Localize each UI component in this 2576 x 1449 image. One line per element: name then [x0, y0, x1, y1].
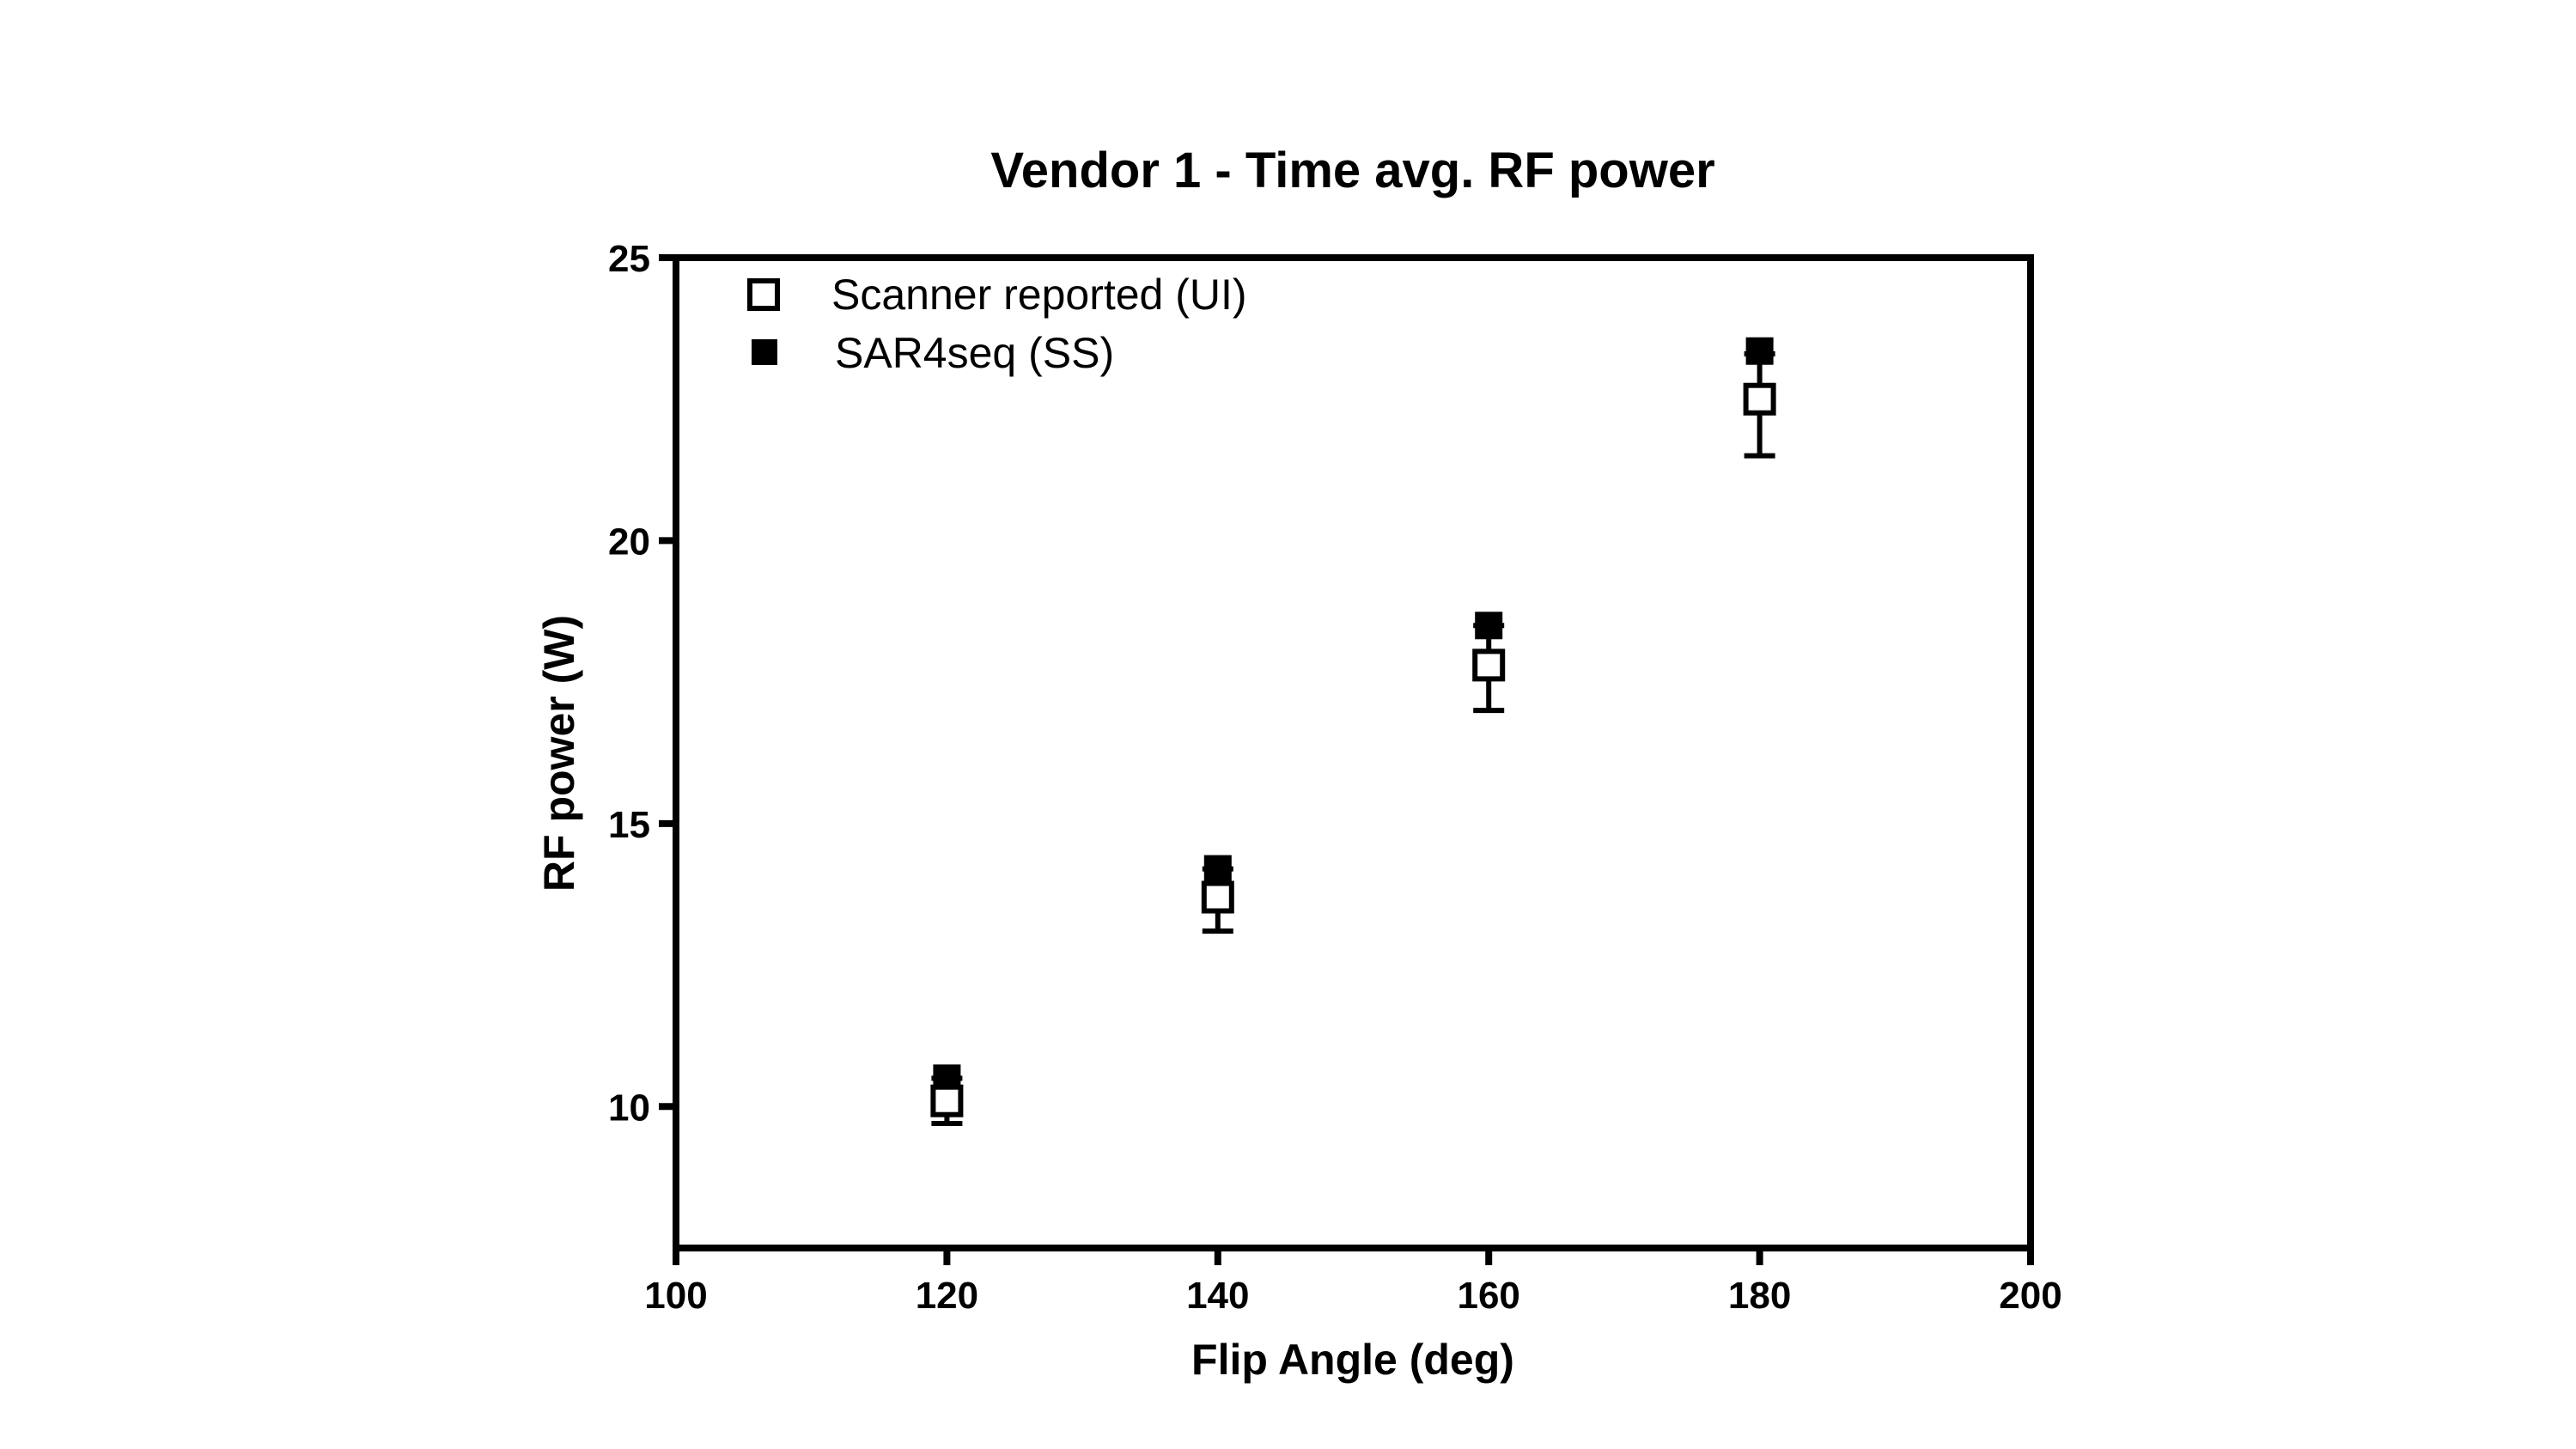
point-scanner-reported — [1201, 880, 1234, 914]
data-marks — [930, 337, 1776, 1127]
point-sar4seq — [1745, 337, 1774, 365]
x-tick-label: 180 — [1728, 1275, 1791, 1317]
legend: Scanner reported (UI) SAR4seq (SS) — [747, 271, 1247, 377]
y-tick-label: 20 — [608, 521, 650, 563]
legend-label-sar4seq: SAR4seq (SS) — [835, 329, 1114, 377]
x-axis-label: Flip Angle (deg) — [1191, 1336, 1514, 1384]
point-scanner-reported — [1743, 382, 1776, 416]
x-tick-label: 120 — [916, 1275, 978, 1317]
point-sar4seq — [1203, 855, 1232, 883]
y-axis-label: RF power (W) — [535, 615, 583, 892]
point-sar4seq — [1475, 612, 1503, 640]
point-scanner-reported — [930, 1084, 964, 1117]
x-tick-label: 140 — [1186, 1275, 1249, 1317]
chart-title: Vendor 1 - Time avg. RF power — [990, 143, 1714, 198]
axis-ticks: 100 120 140 160 180 200 10 15 20 25 — [608, 238, 2062, 1317]
point-scanner-reported — [1472, 648, 1506, 682]
y-tick-label: 15 — [608, 804, 650, 846]
legend-marker-sar4seq — [752, 339, 777, 365]
x-tick-label: 160 — [1457, 1275, 1519, 1317]
y-tick-label: 10 — [608, 1087, 650, 1129]
legend-marker-scanner-reported — [747, 278, 780, 311]
plot-frame — [673, 254, 2034, 1251]
legend-label-scanner-reported: Scanner reported (UI) — [831, 271, 1247, 319]
x-tick-label: 100 — [644, 1275, 707, 1317]
y-tick-label: 25 — [608, 238, 650, 280]
x-tick-label: 200 — [1999, 1275, 2061, 1317]
